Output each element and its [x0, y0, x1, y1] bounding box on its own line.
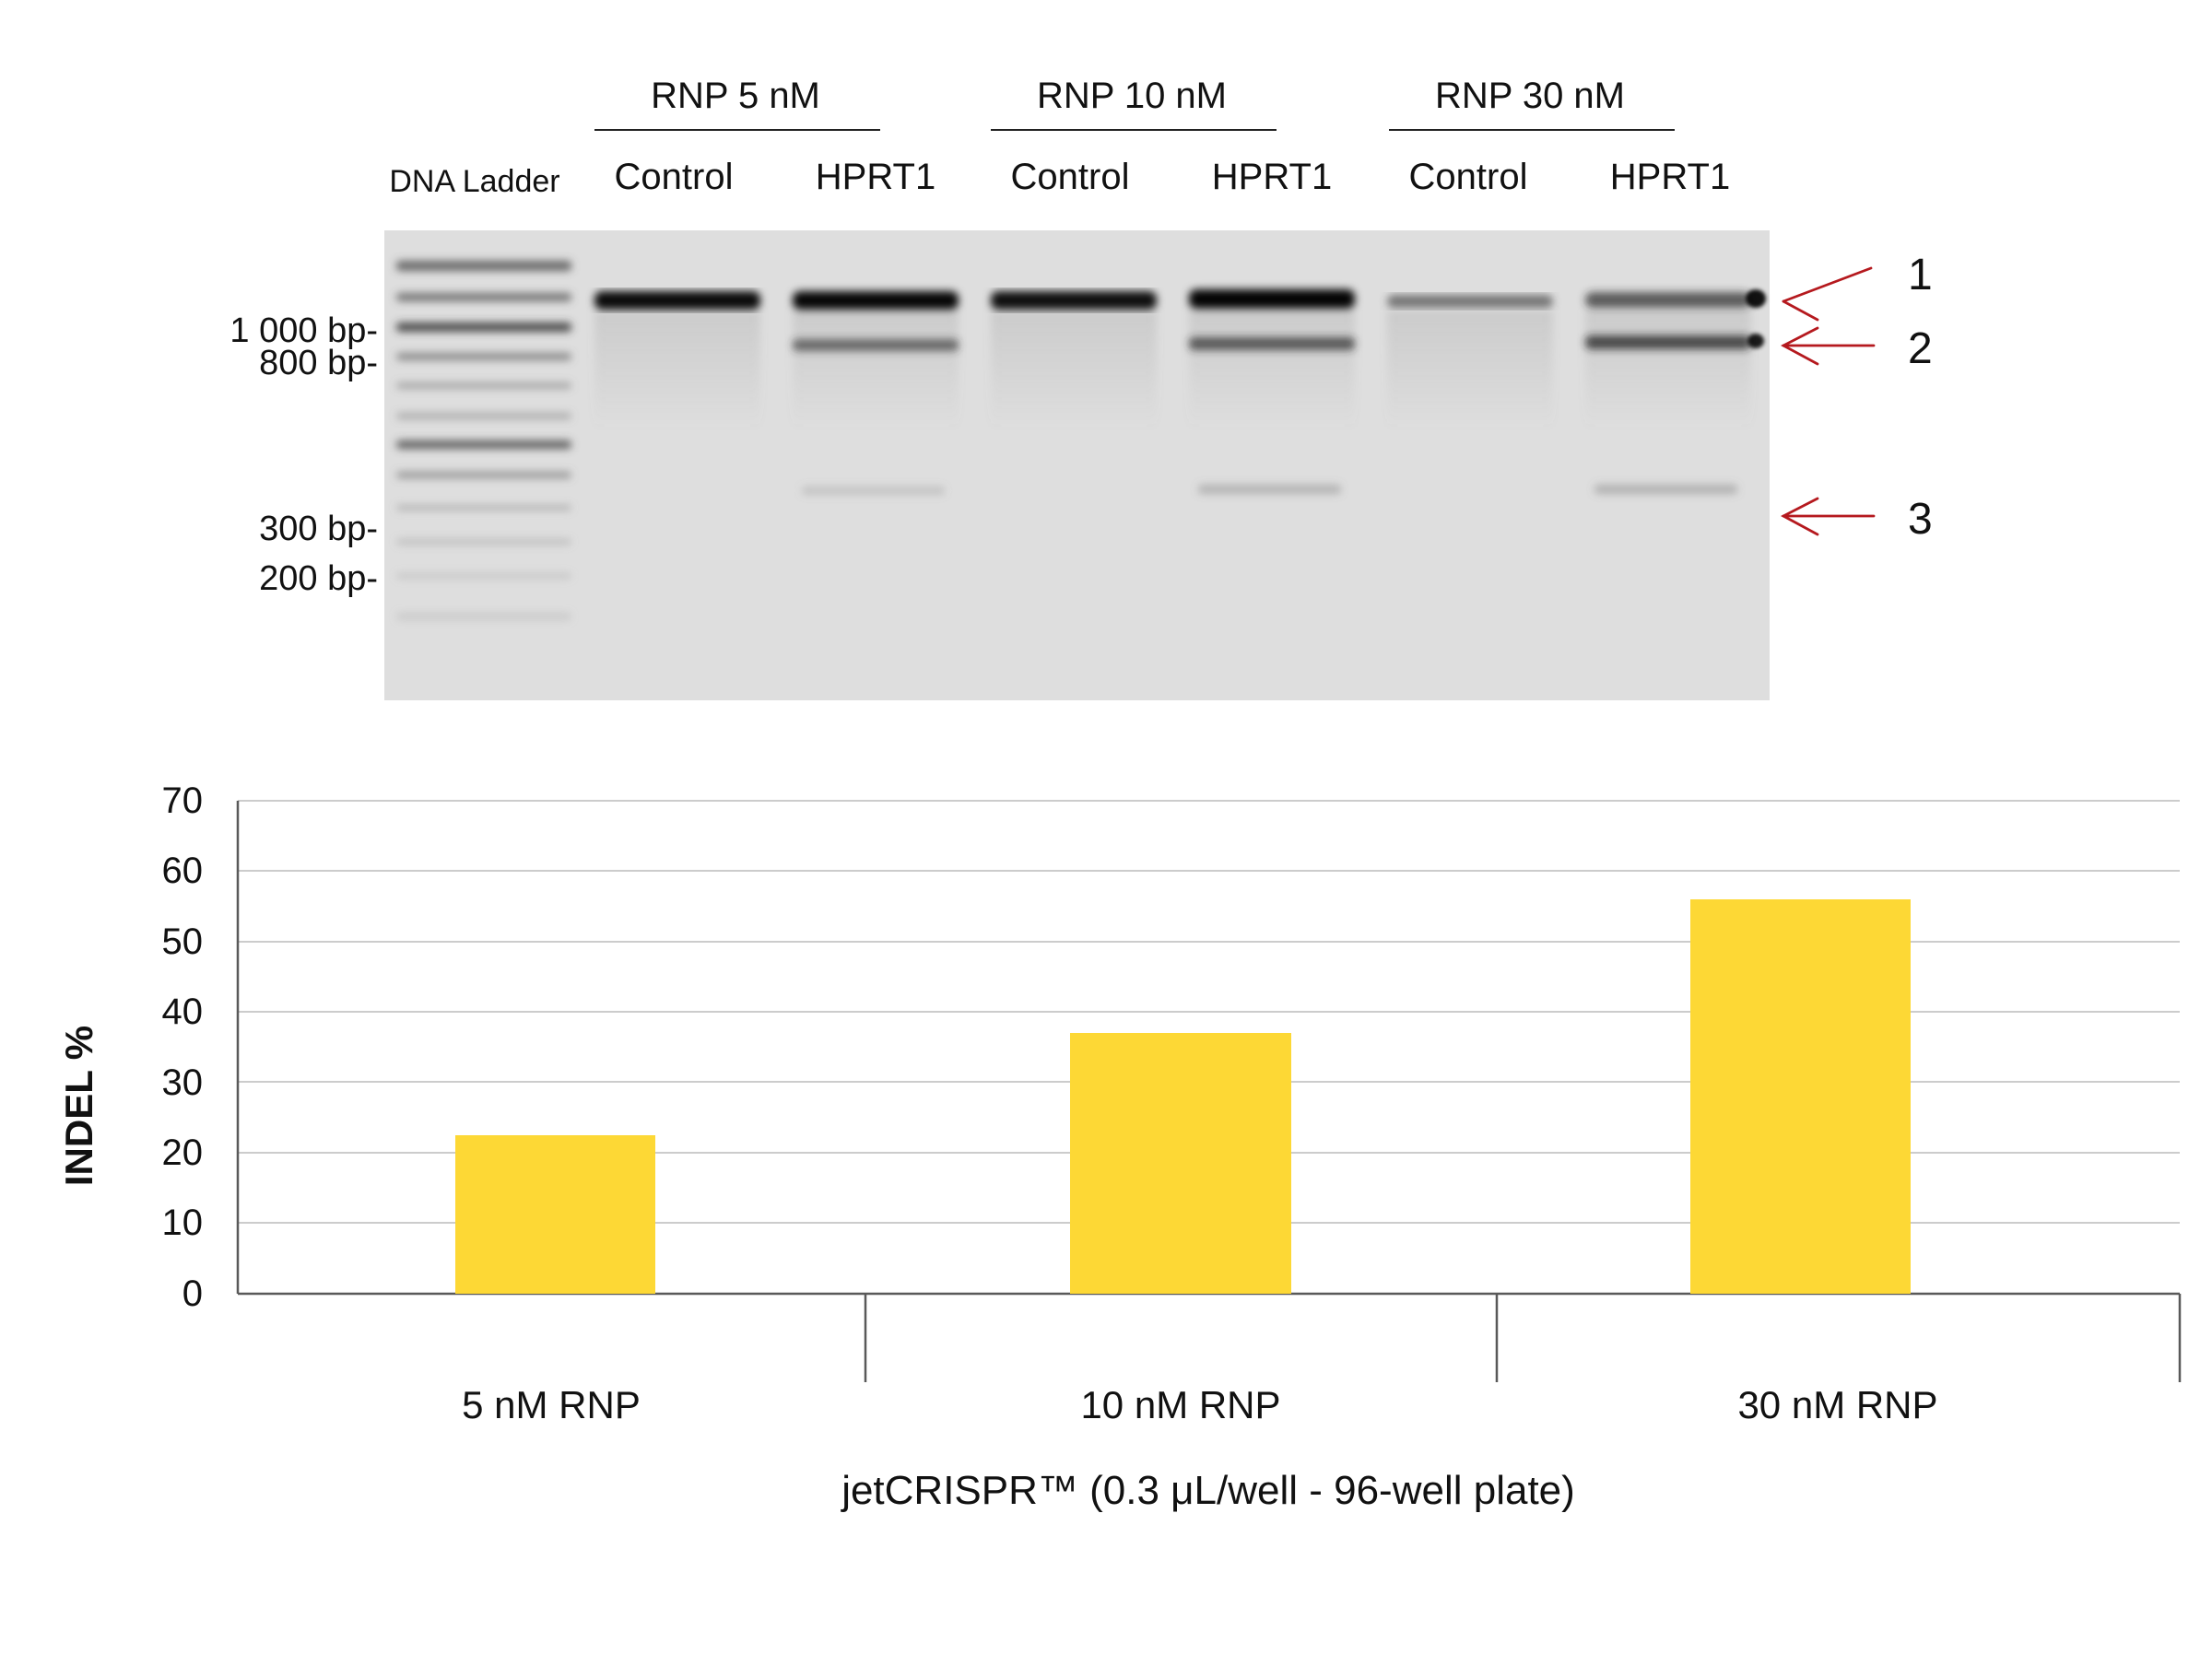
svg-text:30: 30: [162, 1062, 204, 1103]
svg-text:0: 0: [182, 1273, 203, 1314]
svg-text:5 nM RNP: 5 nM RNP: [462, 1383, 641, 1426]
svg-text:10 nM RNP: 10 nM RNP: [1080, 1383, 1280, 1426]
svg-text:3: 3: [1908, 495, 1933, 544]
svg-text:50: 50: [162, 921, 204, 962]
svg-text:INDEL %: INDEL %: [57, 1026, 100, 1186]
svg-text:jetCRISPR™ (0.3 μL/well - 96-w: jetCRISPR™ (0.3 μL/well - 96-well plate): [840, 1468, 1575, 1513]
svg-text:70: 70: [162, 780, 204, 821]
svg-text:1: 1: [1908, 251, 1933, 299]
svg-text:2: 2: [1908, 324, 1933, 373]
svg-text:40: 40: [162, 991, 204, 1032]
svg-text:10: 10: [162, 1203, 204, 1243]
svg-text:60: 60: [162, 851, 204, 891]
svg-text:20: 20: [162, 1132, 204, 1173]
svg-text:30 nM RNP: 30 nM RNP: [1737, 1383, 1937, 1426]
